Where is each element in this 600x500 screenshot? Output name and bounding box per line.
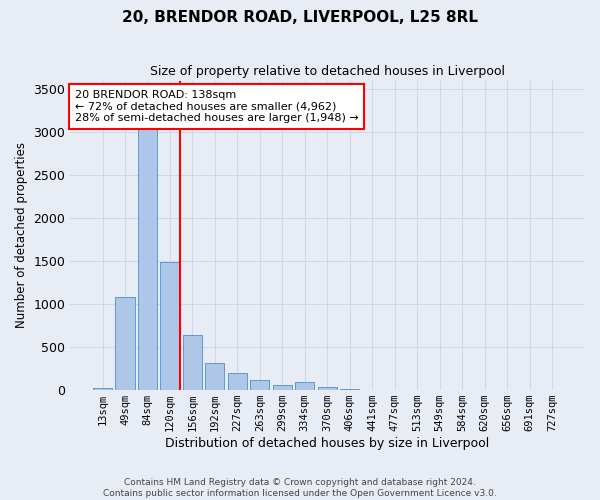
Y-axis label: Number of detached properties: Number of detached properties <box>15 142 28 328</box>
Bar <box>115 297 134 390</box>
Bar <box>205 363 224 390</box>
Bar <box>273 386 292 390</box>
Text: Contains HM Land Registry data © Crown copyright and database right 2024.
Contai: Contains HM Land Registry data © Crown c… <box>103 478 497 498</box>
Bar <box>340 389 359 390</box>
Text: 20, BRENDOR ROAD, LIVERPOOL, L25 8RL: 20, BRENDOR ROAD, LIVERPOOL, L25 8RL <box>122 10 478 25</box>
Bar <box>138 128 157 390</box>
Title: Size of property relative to detached houses in Liverpool: Size of property relative to detached ho… <box>150 65 505 78</box>
X-axis label: Distribution of detached houses by size in Liverpool: Distribution of detached houses by size … <box>165 437 490 450</box>
Bar <box>160 262 179 390</box>
Bar <box>93 388 112 390</box>
Bar <box>183 335 202 390</box>
Bar <box>250 380 269 390</box>
Bar <box>295 382 314 390</box>
Text: 20 BRENDOR ROAD: 138sqm
← 72% of detached houses are smaller (4,962)
28% of semi: 20 BRENDOR ROAD: 138sqm ← 72% of detache… <box>75 90 359 123</box>
Bar <box>228 374 247 390</box>
Bar <box>318 387 337 390</box>
